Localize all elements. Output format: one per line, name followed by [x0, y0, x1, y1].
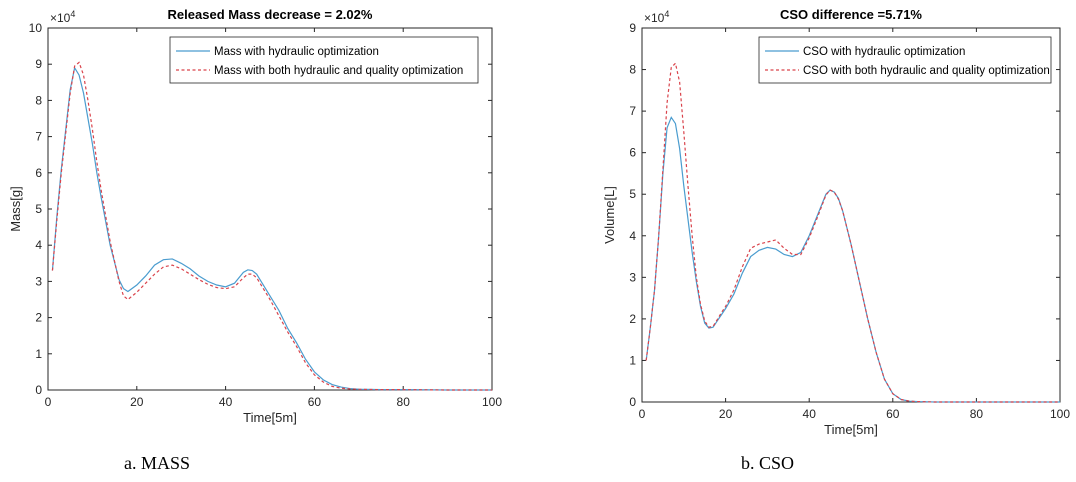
- y-tick-label: 3: [35, 274, 42, 288]
- y-tick-label: 2: [35, 311, 42, 325]
- y-tick-label: 5: [629, 187, 636, 201]
- exponent-power: 4: [70, 9, 75, 19]
- chart-title: Released Mass decrease = 2.02%: [168, 7, 373, 22]
- y-axis-label: Mass[g]: [8, 186, 23, 232]
- x-tick-label: 80: [970, 407, 984, 421]
- y-tick-label: 4: [35, 238, 42, 252]
- x-tick-label: 60: [308, 395, 322, 409]
- series-line-hydraulic-quality: [645, 62, 1060, 403]
- legend-entry: CSO with hydraulic optimization: [803, 46, 965, 58]
- y-tick-label: 10: [29, 21, 43, 35]
- exponent-base: ×10: [644, 11, 665, 25]
- x-tick-label: 100: [1050, 407, 1070, 421]
- series-line-hydraulic: [645, 116, 1060, 403]
- figure-caption: b. CSO: [741, 453, 794, 473]
- y-tick-label: 7: [35, 130, 42, 144]
- y-tick-label: 4: [629, 229, 636, 243]
- y-tick-label: 8: [629, 63, 636, 77]
- x-tick-label: 60: [886, 407, 900, 421]
- y-tick-label: 0: [629, 395, 636, 409]
- y-tick-label: 8: [35, 93, 42, 107]
- y-tick-label: 3: [629, 270, 636, 284]
- x-tick-label: 80: [397, 395, 411, 409]
- y-tick-label: 1: [629, 353, 636, 367]
- x-tick-label: 100: [482, 395, 502, 409]
- x-tick-label: 0: [45, 395, 52, 409]
- chart-title: CSO difference =5.71%: [780, 7, 922, 22]
- x-tick-label: 20: [130, 395, 144, 409]
- exponent-label: ×104: [644, 9, 669, 25]
- y-tick-label: 7: [629, 104, 636, 118]
- exponent-base: ×10: [50, 11, 71, 25]
- x-tick-label: 40: [219, 395, 233, 409]
- x-axis-label: Time[5m]: [243, 410, 297, 425]
- legend-box: [169, 36, 479, 84]
- y-tick-label: 9: [35, 57, 42, 71]
- x-tick-label: 40: [803, 407, 817, 421]
- legend: CSO with hydraulic optimization CSO with …: [758, 36, 1052, 84]
- x-tick-label: 20: [719, 407, 733, 421]
- y-tick-label: 2: [629, 312, 636, 326]
- x-tick-label: 0: [639, 407, 646, 421]
- y-tick-label: 9: [629, 21, 636, 35]
- plot-area: [641, 27, 1061, 403]
- y-tick-label: 6: [629, 146, 636, 160]
- legend-entry: Mass with both hydraulic and quality opt…: [214, 65, 463, 77]
- figure-caption: a. MASS: [124, 453, 190, 473]
- legend: Mass with hydraulic optimization Mass wit…: [169, 36, 479, 84]
- y-tick-label: 6: [35, 166, 42, 180]
- y-tick-label: 1: [35, 347, 42, 361]
- series-line-hydraulic: [51, 66, 492, 391]
- legend-entry: CSO with both hydraulic and quality opti…: [803, 65, 1050, 77]
- legend-box: [758, 36, 1052, 84]
- y-tick-label: 5: [35, 202, 42, 216]
- legend-entry: Mass with hydraulic optimization: [214, 46, 379, 58]
- x-axis-label: Time[5m]: [824, 422, 878, 437]
- y-axis-label: Volume[L]: [602, 186, 617, 244]
- exponent-power: 4: [664, 9, 669, 19]
- exponent-label: ×104: [50, 9, 75, 25]
- y-tick-label: 0: [35, 383, 42, 397]
- plot-area: [47, 27, 493, 391]
